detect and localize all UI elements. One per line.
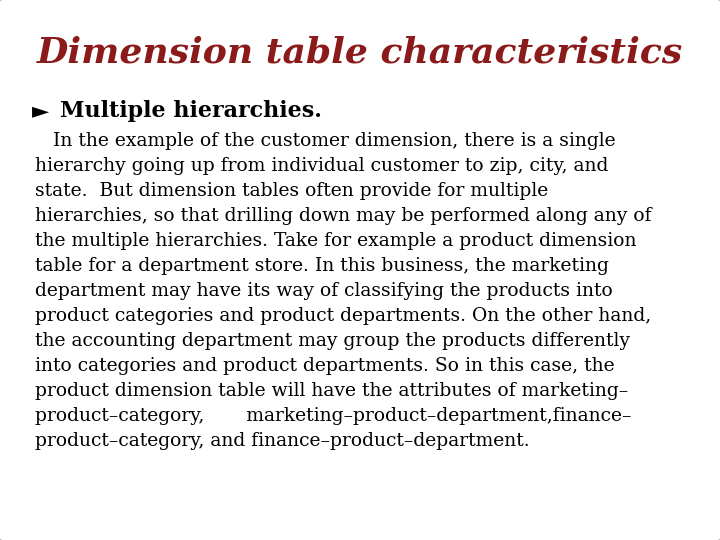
Text: Multiple hierarchies.: Multiple hierarchies. bbox=[60, 100, 322, 122]
Text: In the example of the customer dimension, there is a single
hierarchy going up f: In the example of the customer dimension… bbox=[35, 132, 651, 450]
Text: ►: ► bbox=[32, 100, 50, 122]
Text: Dimension table characteristics: Dimension table characteristics bbox=[37, 35, 683, 69]
